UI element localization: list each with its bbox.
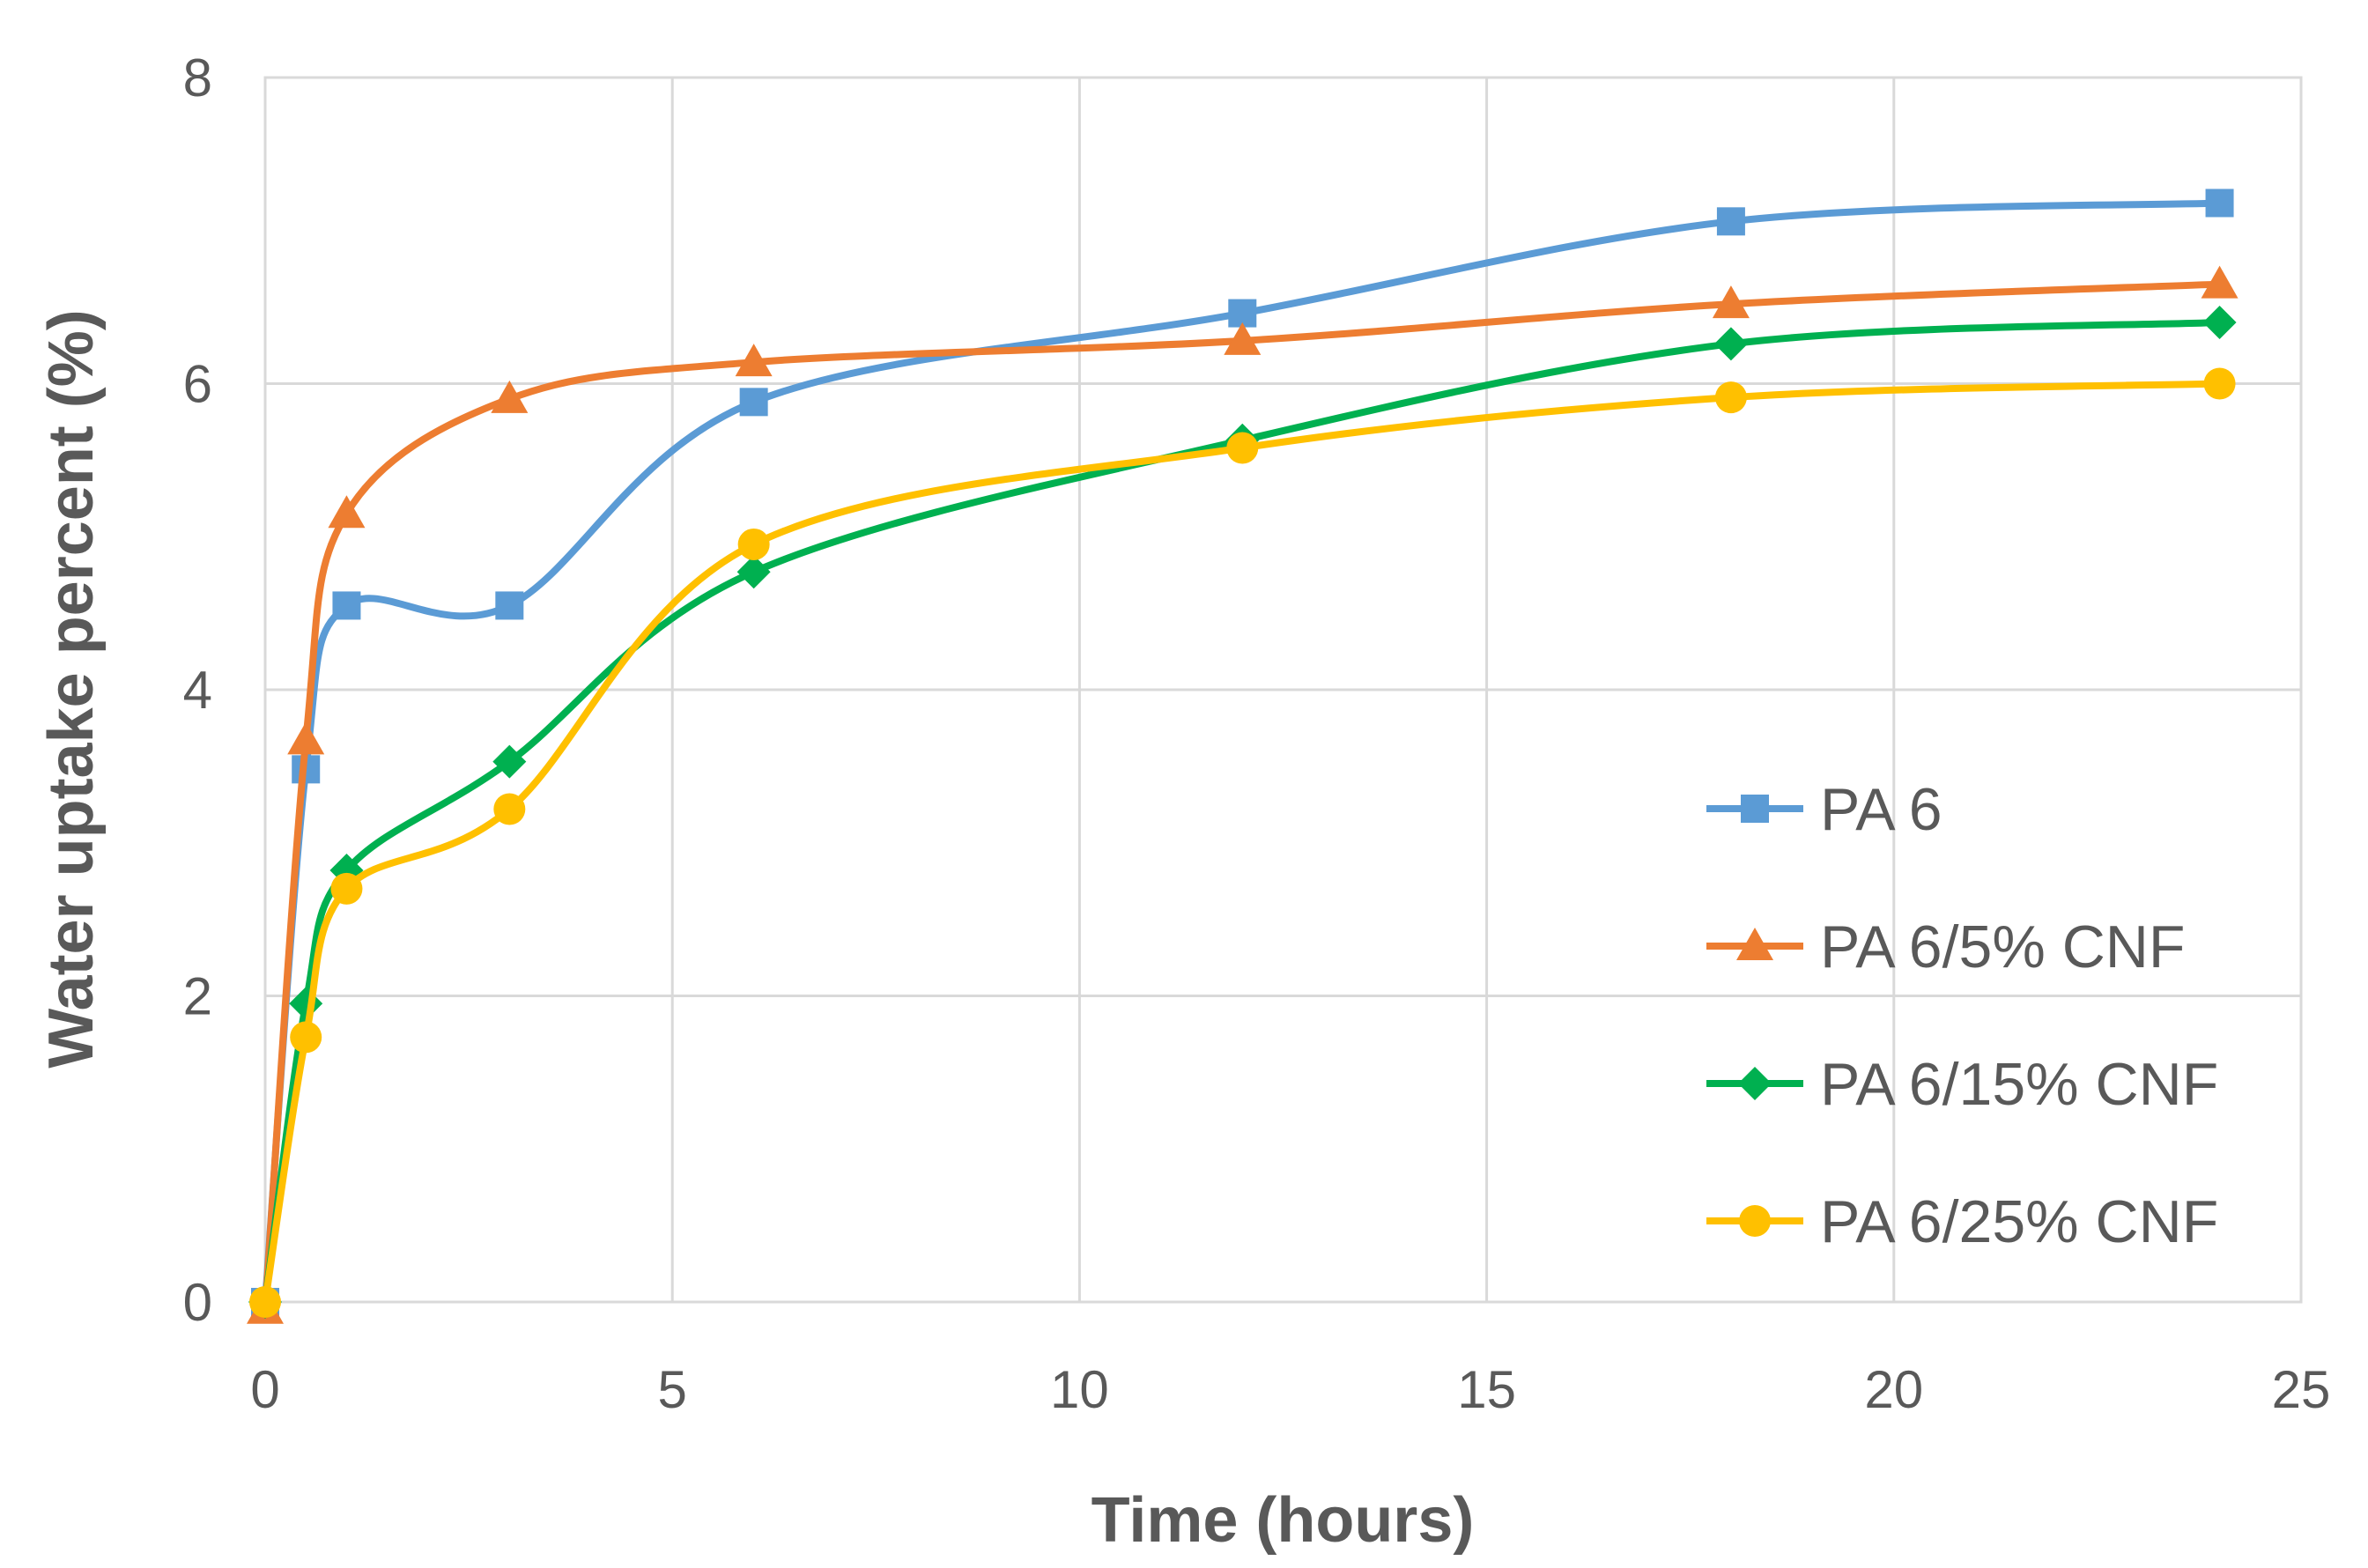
legend-label: PA 6	[1820, 776, 1942, 843]
series-layer	[247, 189, 2238, 1324]
legend-item: PA 6	[1706, 776, 1942, 843]
data-point	[2202, 306, 2237, 339]
data-point	[737, 528, 770, 560]
legend-item: PA 6/25% CNF	[1706, 1188, 2218, 1255]
legend-item: PA 6/5% CNF	[1706, 913, 2185, 980]
y-tick-label: 4	[183, 661, 212, 720]
series-2	[247, 265, 2238, 1324]
legend-item: PA 6/15% CNF	[1706, 1051, 2218, 1118]
x-tick-label: 15	[1457, 1360, 1516, 1419]
x-axis-title: Time (hours)	[1092, 1485, 1475, 1556]
data-point	[735, 344, 773, 377]
y-tick-label: 6	[183, 355, 212, 414]
legend-marker	[1739, 1205, 1771, 1237]
data-point	[495, 591, 524, 620]
legend-label: PA 6/25% CNF	[1820, 1188, 2218, 1255]
data-point	[287, 721, 325, 755]
x-tick-label: 0	[250, 1360, 279, 1419]
data-point	[330, 872, 363, 905]
data-point	[328, 495, 366, 529]
legend-marker	[1738, 1067, 1772, 1100]
data-point	[1713, 327, 1748, 361]
data-point	[2201, 265, 2238, 299]
data-point	[2203, 367, 2236, 400]
data-point	[289, 987, 323, 1021]
data-point	[332, 591, 361, 620]
data-point	[2205, 189, 2234, 218]
data-point	[492, 744, 527, 779]
legend: PA 6 PA 6/5% CNF PA 6/15% CNF PA 6/25% CNF	[1706, 776, 2218, 1255]
plot-frame	[263, 76, 2303, 1304]
data-point	[1224, 322, 1262, 355]
x-tick-label: 10	[1050, 1360, 1109, 1419]
y-tick-label: 0	[183, 1273, 212, 1332]
data-point	[290, 1021, 322, 1054]
data-point	[739, 388, 768, 417]
data-point	[1712, 285, 1750, 319]
series-1	[251, 189, 2234, 1316]
x-tick-label: 20	[1864, 1360, 1923, 1419]
series-4	[249, 367, 2236, 1318]
legend-label: PA 6/15% CNF	[1820, 1051, 2218, 1118]
gridlines	[263, 76, 2303, 1304]
legend-marker	[1741, 795, 1769, 823]
data-point	[1714, 381, 1747, 414]
y-axis-title: Water uptake percent (%)	[36, 309, 107, 1069]
tick-labels: 0 2 4 6 8 0 5 10 15 20 25	[183, 48, 2331, 1419]
data-point	[491, 380, 529, 413]
y-tick-label: 2	[183, 967, 212, 1026]
legend-label: PA 6/5% CNF	[1820, 913, 2185, 980]
data-point	[249, 1286, 281, 1318]
data-point	[736, 555, 771, 589]
x-tick-label: 5	[658, 1360, 687, 1419]
data-point	[1226, 432, 1259, 464]
x-tick-label: 25	[2272, 1360, 2331, 1419]
data-point	[493, 793, 526, 825]
legend-marker	[1736, 928, 1773, 960]
y-tick-label: 8	[183, 48, 212, 107]
data-point	[1716, 207, 1745, 236]
